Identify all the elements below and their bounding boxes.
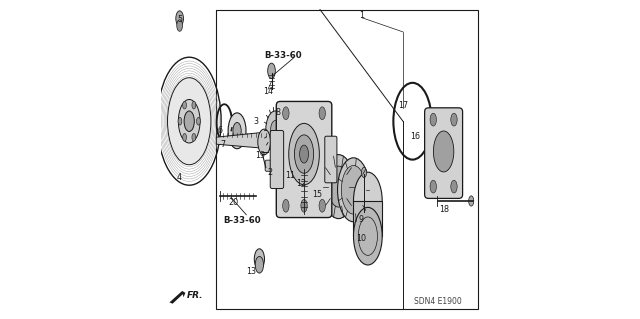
Ellipse shape: [433, 131, 454, 172]
Text: FR.: FR.: [187, 291, 203, 300]
Ellipse shape: [353, 207, 382, 265]
Text: 13: 13: [246, 267, 257, 276]
Ellipse shape: [255, 256, 264, 273]
Ellipse shape: [178, 117, 182, 125]
Text: 14: 14: [263, 87, 273, 96]
Text: 4: 4: [177, 173, 182, 182]
Text: 20: 20: [229, 198, 239, 207]
Polygon shape: [353, 201, 382, 236]
Ellipse shape: [271, 121, 280, 140]
Ellipse shape: [233, 122, 241, 139]
Ellipse shape: [283, 107, 289, 120]
Ellipse shape: [294, 135, 314, 173]
Polygon shape: [216, 131, 278, 149]
Ellipse shape: [289, 123, 319, 185]
Ellipse shape: [176, 11, 184, 26]
FancyBboxPatch shape: [424, 108, 463, 198]
Text: 11: 11: [285, 171, 296, 180]
Ellipse shape: [196, 117, 200, 125]
Ellipse shape: [177, 20, 182, 31]
Ellipse shape: [323, 155, 355, 219]
Ellipse shape: [268, 63, 275, 78]
Text: B-33-60: B-33-60: [264, 51, 302, 60]
FancyBboxPatch shape: [265, 160, 282, 171]
Text: 3: 3: [253, 117, 258, 126]
Polygon shape: [170, 291, 186, 304]
Text: 16: 16: [410, 132, 420, 141]
Ellipse shape: [266, 111, 285, 149]
Ellipse shape: [328, 166, 349, 207]
Text: 7: 7: [220, 140, 225, 149]
FancyBboxPatch shape: [270, 130, 284, 189]
Ellipse shape: [316, 167, 330, 197]
Ellipse shape: [179, 100, 200, 143]
Ellipse shape: [430, 113, 436, 126]
Ellipse shape: [168, 78, 211, 165]
Text: 1: 1: [359, 11, 364, 20]
FancyBboxPatch shape: [276, 101, 332, 218]
Text: 8: 8: [275, 108, 280, 117]
Ellipse shape: [283, 199, 289, 212]
Ellipse shape: [192, 101, 196, 109]
Ellipse shape: [451, 180, 457, 193]
Ellipse shape: [430, 180, 436, 193]
Text: 12: 12: [296, 179, 306, 188]
Ellipse shape: [258, 129, 271, 155]
Text: 17: 17: [399, 101, 409, 110]
Ellipse shape: [275, 161, 280, 171]
Text: 6: 6: [217, 126, 222, 135]
Ellipse shape: [184, 111, 195, 131]
Ellipse shape: [341, 166, 365, 214]
Text: 9: 9: [358, 215, 364, 224]
Text: 18: 18: [440, 205, 449, 214]
Text: 2: 2: [267, 168, 272, 177]
Text: B-33-60: B-33-60: [223, 216, 260, 225]
FancyBboxPatch shape: [324, 136, 337, 183]
Ellipse shape: [182, 101, 186, 109]
Ellipse shape: [362, 167, 367, 178]
Ellipse shape: [319, 199, 325, 212]
Text: SDN4 E1900: SDN4 E1900: [414, 297, 462, 306]
Ellipse shape: [192, 133, 196, 141]
Ellipse shape: [306, 147, 340, 217]
Ellipse shape: [300, 145, 308, 163]
Ellipse shape: [283, 159, 293, 179]
Text: 10: 10: [356, 234, 366, 243]
Ellipse shape: [353, 172, 382, 230]
Text: 19: 19: [255, 151, 265, 160]
Text: 5: 5: [177, 15, 182, 24]
Ellipse shape: [182, 133, 186, 141]
Ellipse shape: [301, 199, 307, 212]
Ellipse shape: [337, 158, 369, 222]
Ellipse shape: [228, 113, 246, 149]
Ellipse shape: [319, 107, 325, 120]
Ellipse shape: [254, 249, 264, 269]
Ellipse shape: [451, 113, 457, 126]
Ellipse shape: [285, 164, 291, 174]
Ellipse shape: [468, 196, 474, 206]
Text: 15: 15: [312, 190, 322, 199]
